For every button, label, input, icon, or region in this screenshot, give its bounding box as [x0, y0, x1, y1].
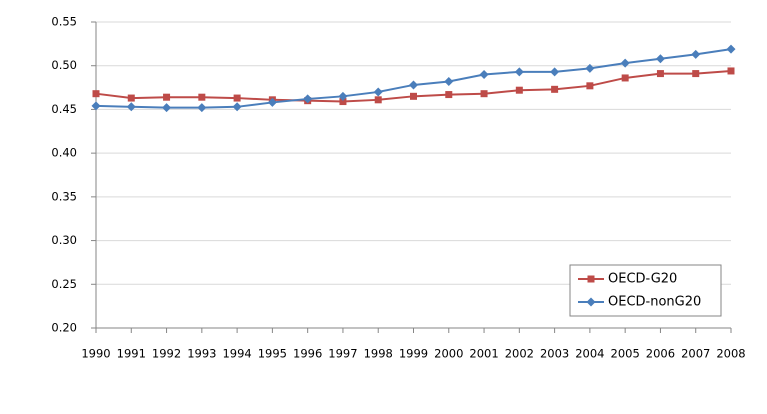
data-point	[126, 102, 136, 112]
data-point	[373, 87, 383, 97]
data-point	[515, 86, 523, 94]
data-point	[550, 67, 560, 77]
x-tick-label: 2006	[646, 347, 675, 361]
data-point	[303, 94, 313, 104]
data-point	[727, 67, 735, 75]
data-point	[233, 94, 241, 102]
data-point	[92, 90, 100, 98]
x-tick-label: 2004	[575, 347, 604, 361]
x-tick-label: 1997	[328, 347, 357, 361]
x-tick-label: 2000	[434, 347, 463, 361]
data-point	[586, 82, 594, 90]
y-tick-label: 0.30	[51, 233, 77, 247]
y-tick-label: 0.55	[51, 15, 77, 29]
x-tick-label: 2002	[505, 347, 534, 361]
y-tick-label: 0.50	[51, 58, 77, 72]
data-point	[726, 44, 736, 54]
data-point	[514, 67, 524, 77]
x-tick-label: 1998	[364, 347, 393, 361]
x-tick-label: 2007	[681, 347, 710, 361]
y-tick-label: 0.45	[51, 102, 77, 116]
data-point	[409, 80, 418, 90]
y-tick-label: 0.40	[51, 146, 77, 160]
data-point	[198, 93, 206, 101]
legend-marker	[586, 297, 596, 307]
data-point	[444, 76, 454, 86]
x-tick-label: 1992	[152, 347, 181, 361]
x-tick-label: 2001	[469, 347, 498, 361]
x-tick-label: 1999	[399, 347, 428, 361]
data-point	[692, 70, 700, 78]
x-tick-label: 2008	[716, 347, 745, 361]
data-point	[410, 92, 417, 100]
x-tick-label: 2005	[611, 347, 640, 361]
data-point	[691, 49, 701, 59]
x-tick-label: 1996	[293, 347, 322, 361]
data-point	[655, 54, 665, 64]
x-tick-label: 1994	[222, 347, 251, 361]
data-point	[339, 98, 347, 106]
data-point	[338, 91, 348, 101]
legend-label: OECD-nonG20	[608, 295, 701, 310]
legend-box	[569, 264, 722, 317]
data-point	[163, 93, 171, 101]
x-tick-label: 1995	[258, 347, 287, 361]
y-tick-label: 0.25	[51, 277, 77, 291]
data-point	[479, 69, 489, 79]
x-tick-label: 1993	[187, 347, 216, 361]
x-tick-label: 2003	[540, 347, 569, 361]
data-point	[480, 90, 488, 98]
y-tick-label: 0.35	[51, 189, 77, 203]
data-point	[620, 58, 630, 68]
x-tick-label: 1991	[117, 347, 146, 361]
data-point	[267, 97, 277, 107]
legend-marker	[587, 275, 595, 283]
legend-label: OECD-G20	[608, 272, 677, 287]
data-point	[621, 74, 629, 82]
data-point	[162, 103, 172, 113]
data-point	[91, 101, 101, 111]
x-tick-label: 1990	[81, 347, 110, 361]
data-point	[127, 94, 135, 102]
data-point	[445, 91, 453, 99]
data-point	[197, 103, 207, 113]
data-point	[374, 96, 382, 104]
y-tick-label: 0.20	[51, 321, 77, 335]
data-point	[585, 63, 595, 73]
data-point	[551, 85, 559, 93]
data-point	[656, 70, 664, 78]
data-point	[232, 102, 242, 112]
